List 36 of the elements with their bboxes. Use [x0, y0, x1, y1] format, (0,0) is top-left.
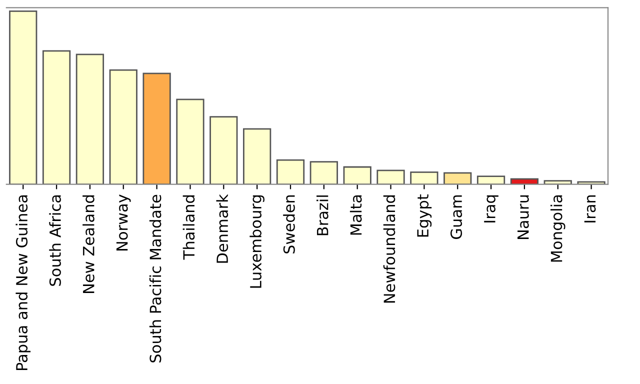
bar: [42, 50, 71, 184]
x-tick-label: South Pacific Mandate: [149, 194, 162, 362]
x-tick-label: Egypt: [417, 194, 432, 237]
x-tick-label: South Africa: [49, 195, 61, 286]
x-tick-label: Sweden: [283, 195, 295, 254]
x-tick-label: Thailand: [182, 195, 195, 260]
x-tick-label: Iraq: [484, 195, 498, 222]
bar: [510, 178, 539, 184]
bar: [76, 54, 104, 184]
x-tick-label: Norway: [116, 194, 131, 250]
bar: [109, 69, 138, 184]
x-tick-label: Malta: [350, 195, 362, 235]
x-tick-label: Iran: [584, 195, 596, 222]
bar: [243, 128, 272, 184]
x-tick-label: Brazil: [316, 195, 328, 236]
bar: [444, 172, 472, 184]
bar: [310, 161, 338, 184]
x-tick-label: New Zealand: [82, 195, 94, 293]
bar: [210, 116, 238, 184]
x-tick-label: Newfoundland: [383, 195, 396, 303]
x-tick-label: Nauru: [518, 195, 529, 239]
bar: [544, 180, 572, 184]
bar: [476, 176, 506, 184]
x-tick-label: Papua and New Guinea: [16, 195, 31, 370]
bar: [276, 159, 305, 184]
x-tick-label: Luxembourg: [250, 195, 264, 288]
bar: [410, 172, 438, 184]
x-tick-label: Denmark: [216, 194, 228, 263]
bar: [376, 170, 405, 184]
x-tick-label: Mongolia: [550, 195, 566, 262]
bar: [176, 98, 204, 184]
bar: [577, 181, 606, 184]
bar: [343, 166, 372, 184]
bar: [9, 10, 38, 184]
bar: [142, 72, 171, 184]
x-tick-label: Guam: [450, 195, 462, 239]
